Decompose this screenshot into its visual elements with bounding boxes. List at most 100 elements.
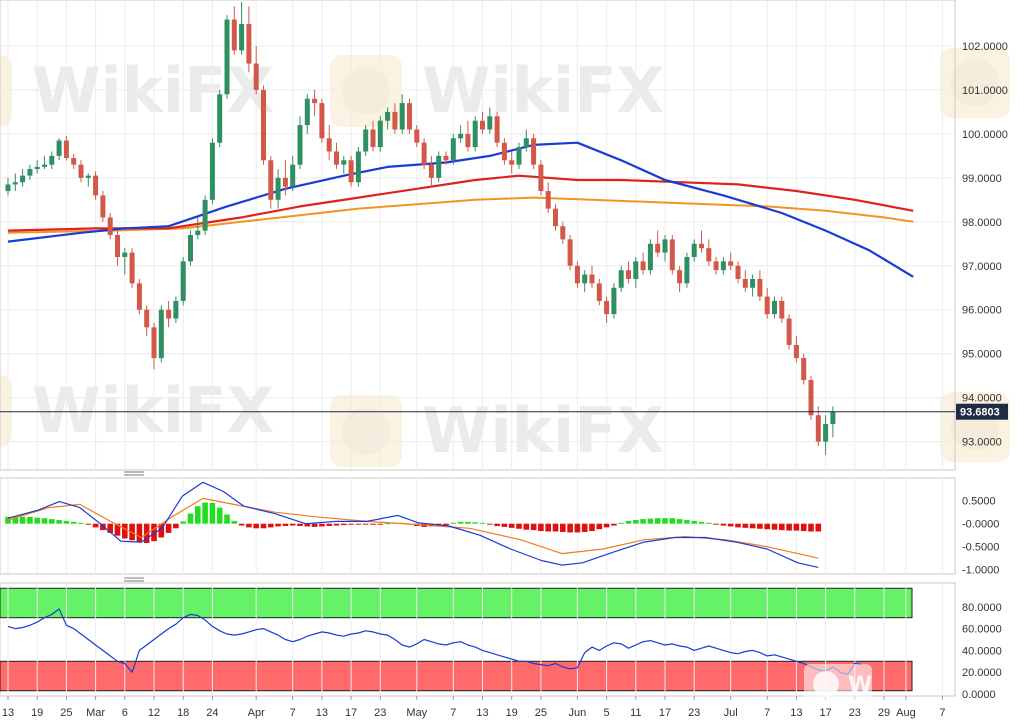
x-tick-label: 17	[659, 707, 671, 719]
watermark-text: WikiFX	[422, 394, 664, 467]
candle	[414, 125, 420, 148]
watermark-text: WikiFX	[32, 54, 274, 127]
macd-histogram-bar	[443, 523, 449, 526]
candle	[107, 213, 113, 240]
macd-histogram-bar	[151, 523, 157, 542]
candle	[34, 160, 40, 174]
macd-histogram-bar	[450, 522, 457, 524]
macd-histogram-bar	[472, 522, 478, 524]
candle	[640, 252, 646, 275]
candle	[450, 133, 456, 165]
x-tick-label: 12	[148, 707, 160, 719]
x-tick-label: 11	[630, 707, 641, 719]
macd-histogram-bar	[501, 523, 508, 527]
candle	[129, 248, 135, 288]
macd-histogram-bar	[333, 523, 340, 526]
pane-splitter-2[interactable]	[124, 577, 144, 582]
macd-histogram-bar	[538, 523, 544, 532]
candle	[516, 142, 522, 170]
price-pane[interactable]: 102.0000 101.0000 100.0000 99.0000 98.0000 97…	[0, 0, 1008, 471]
macd-histogram-bar	[749, 523, 756, 529]
macd-histogram-bar	[633, 520, 639, 524]
candle	[224, 15, 230, 99]
price-pane-border	[0, 0, 956, 471]
macd-histogram-bar	[786, 523, 792, 531]
candle	[261, 85, 266, 165]
watermark: WikiFX	[0, 54, 274, 127]
x-tick-label: 19	[31, 707, 43, 719]
macd-histogram-bar	[78, 522, 84, 524]
macd-histogram-bar	[530, 523, 537, 531]
candle	[458, 125, 464, 143]
candle	[348, 155, 354, 187]
candle	[567, 235, 573, 271]
macd-histogram-bar	[355, 523, 362, 525]
macd-histogram-bar	[545, 523, 551, 532]
macd-histogram-bar	[114, 523, 121, 536]
rsi-pane[interactable]: 80.0000 60.0000 40.0000 20.0000 0.0000	[0, 582, 1002, 701]
candle	[27, 164, 33, 181]
macd-histogram-bar	[647, 518, 654, 524]
macd-histogram-bar	[122, 523, 128, 539]
macd-histogram-bar	[706, 522, 712, 524]
candle	[757, 270, 763, 301]
candle	[560, 221, 566, 244]
macd-y-tick: -0.5000	[962, 542, 999, 554]
candle	[728, 252, 734, 271]
candle	[801, 353, 807, 385]
candle	[239, 2, 245, 55]
candle	[808, 375, 814, 420]
candle	[735, 261, 741, 284]
candle	[779, 296, 785, 323]
candle	[596, 278, 602, 306]
macd-y-tick: -1.0000	[962, 565, 999, 577]
macd-histogram-bar	[12, 516, 19, 524]
candle	[334, 142, 339, 170]
macd-histogram-bar	[698, 521, 705, 524]
candle	[494, 111, 500, 148]
macd-histogram-bar	[567, 523, 573, 533]
candle	[392, 103, 398, 134]
macd-histogram-bar	[173, 523, 179, 529]
candle	[49, 151, 55, 170]
macd-histogram-bar	[808, 523, 814, 532]
macd-histogram-bar	[107, 523, 113, 533]
x-tick-label: 25	[60, 707, 72, 719]
candle	[385, 107, 391, 130]
watermark-layer: WikiFX WikiFX WikiFX WikiFX	[0, 48, 1010, 467]
macd-histogram-bar	[5, 516, 11, 524]
macd-pane[interactable]: 0.5000 -0.0000 -0.5000 -1.0000	[0, 477, 999, 577]
x-tick-label: 6	[122, 707, 128, 719]
macd-histogram-bar	[209, 503, 216, 524]
x-tick-label: 18	[177, 707, 189, 719]
candle	[443, 151, 449, 165]
pane-splitter-1[interactable]	[124, 471, 144, 476]
watermark: WikiFX	[330, 54, 664, 127]
price-candles	[5, 2, 836, 455]
candle	[231, 6, 237, 55]
candle	[42, 155, 47, 170]
rsi-grid	[7, 583, 943, 696]
candle	[523, 129, 529, 152]
macd-histogram-bar	[202, 502, 208, 524]
macd-histogram-bar	[49, 519, 55, 524]
macd-histogram-bar	[297, 523, 303, 526]
macd-histogram-bar	[289, 523, 296, 526]
macd-histogram-bar	[384, 523, 391, 525]
macd-histogram-bar	[165, 523, 172, 533]
rsi-y-tick: 0.0000	[962, 689, 996, 701]
macd-histogram-bar	[589, 523, 595, 532]
candle	[699, 230, 704, 253]
price-y-tick: 97.0000	[962, 261, 1002, 273]
candle	[341, 155, 347, 174]
candle	[786, 314, 792, 350]
price-y-tick: 95.0000	[962, 349, 1002, 361]
candle	[742, 270, 748, 293]
rsi-value-line	[7, 608, 863, 675]
candle	[553, 204, 558, 231]
macd-histogram-bar	[319, 523, 325, 527]
macd-histogram-bar	[246, 523, 252, 528]
macd-histogram-bar	[348, 523, 354, 525]
candle	[691, 239, 697, 262]
macd-main-line	[7, 481, 819, 568]
